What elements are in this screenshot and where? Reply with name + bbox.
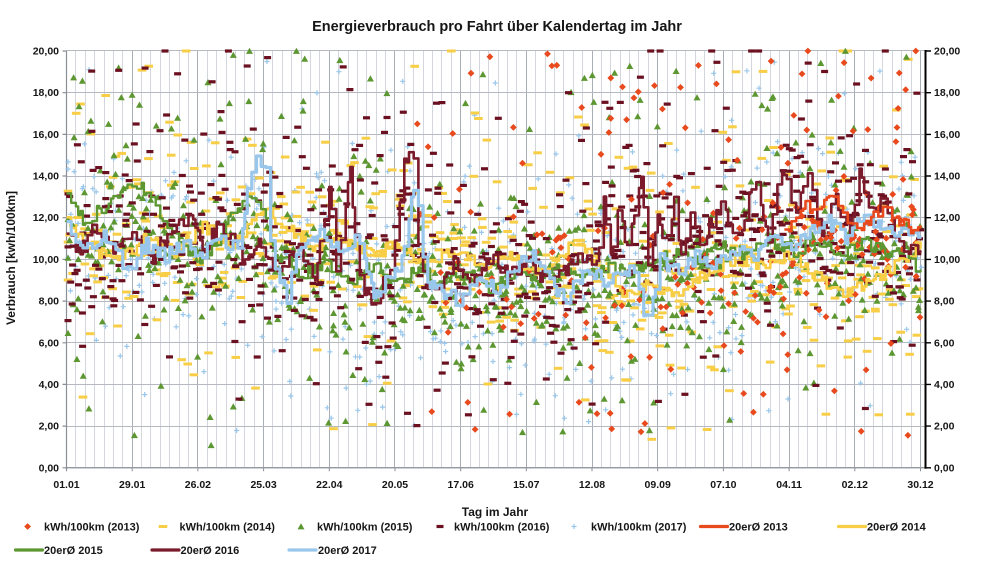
svg-text:18,00: 18,00 (934, 87, 960, 99)
svg-text:20erØ 2016: 20erØ 2016 (181, 545, 240, 557)
svg-text:20erØ 2015: 20erØ 2015 (44, 545, 103, 557)
svg-text:14,00: 14,00 (33, 171, 59, 183)
svg-text:Energieverbrauch pro Fahrt übe: Energieverbrauch pro Fahrt über Kalender… (312, 19, 682, 35)
svg-text:16,00: 16,00 (33, 129, 59, 141)
svg-text:kWh/100km (2013): kWh/100km (2013) (44, 522, 140, 534)
svg-text:07.10: 07.10 (710, 479, 736, 491)
svg-text:kWh/100km (2017): kWh/100km (2017) (591, 522, 687, 534)
svg-text:2,00: 2,00 (934, 421, 955, 433)
svg-text:4,00: 4,00 (934, 379, 955, 391)
svg-text:0,00: 0,00 (39, 462, 60, 474)
svg-text:18,00: 18,00 (33, 87, 59, 99)
svg-text:4,00: 4,00 (39, 379, 60, 391)
svg-text:kWh/100km (2014): kWh/100km (2014) (180, 522, 276, 534)
svg-text:16,00: 16,00 (934, 129, 960, 141)
svg-text:01.01: 01.01 (53, 479, 79, 491)
svg-text:8,00: 8,00 (39, 296, 60, 308)
svg-text:12,00: 12,00 (934, 212, 960, 224)
svg-text:30.12: 30.12 (907, 479, 933, 491)
svg-text:12,00: 12,00 (33, 212, 59, 224)
svg-text:12.08: 12.08 (579, 479, 605, 491)
svg-text:20,00: 20,00 (934, 46, 960, 58)
svg-text:2,00: 2,00 (39, 421, 60, 433)
svg-text:20,00: 20,00 (33, 46, 59, 58)
svg-text:17.06: 17.06 (448, 479, 474, 491)
svg-text:22.04: 22.04 (316, 479, 342, 491)
svg-text:8,00: 8,00 (934, 296, 955, 308)
svg-text:20erØ 2014: 20erØ 2014 (867, 522, 927, 534)
svg-text:26.02: 26.02 (185, 479, 211, 491)
svg-text:20erØ 2017: 20erØ 2017 (318, 545, 377, 557)
svg-text:6,00: 6,00 (39, 337, 60, 349)
svg-text:09.09: 09.09 (645, 479, 671, 491)
svg-text:29.01: 29.01 (119, 479, 145, 491)
svg-text:6,00: 6,00 (934, 337, 955, 349)
svg-text:Verbrauch [kwh/100km]: Verbrauch [kwh/100km] (4, 191, 18, 325)
svg-text:15.07: 15.07 (513, 479, 539, 491)
svg-text:kWh/100km (2015): kWh/100km (2015) (317, 522, 413, 534)
svg-text:0,00: 0,00 (934, 462, 955, 474)
svg-text:kWh/100km (2016): kWh/100km (2016) (454, 522, 550, 534)
svg-text:Tag im Jahr: Tag im Jahr (462, 505, 529, 519)
svg-text:20erØ 2013: 20erØ 2013 (729, 522, 788, 534)
svg-text:20.05: 20.05 (382, 479, 408, 491)
svg-text:02.12: 02.12 (842, 479, 868, 491)
svg-text:10,00: 10,00 (33, 254, 59, 266)
svg-text:04.11: 04.11 (776, 479, 802, 491)
svg-text:14,00: 14,00 (934, 171, 960, 183)
svg-text:25.03: 25.03 (250, 479, 276, 491)
svg-text:10,00: 10,00 (934, 254, 960, 266)
